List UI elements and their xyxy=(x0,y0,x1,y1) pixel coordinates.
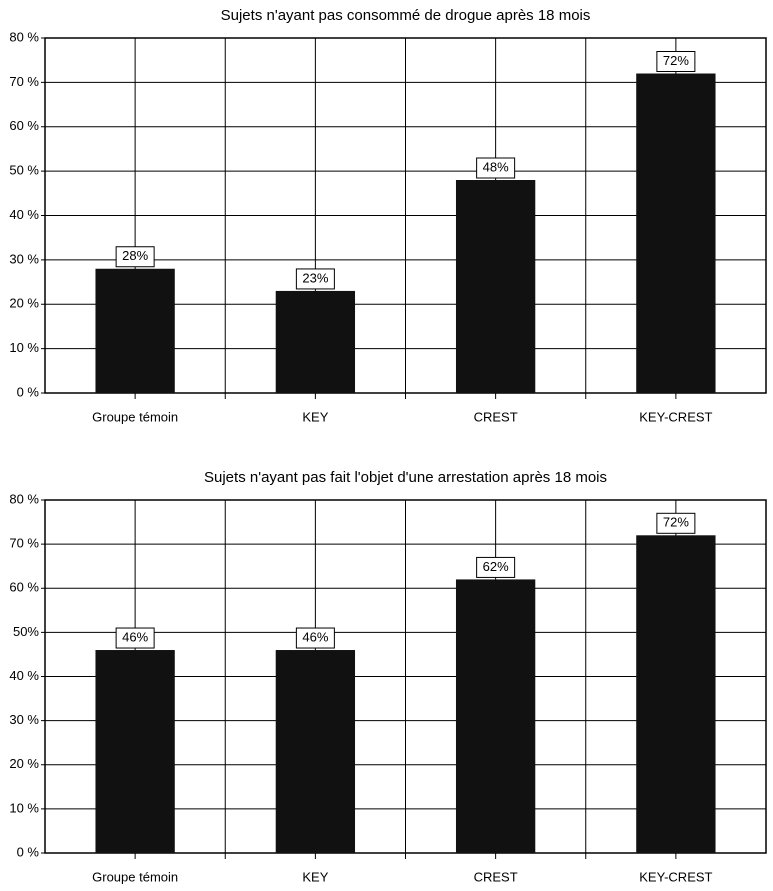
y-tick-label: 40 % xyxy=(9,207,39,222)
bar xyxy=(95,268,175,393)
bar xyxy=(636,535,716,853)
bar xyxy=(275,650,356,853)
bar xyxy=(455,579,536,853)
y-tick-label: 70 % xyxy=(9,536,39,551)
value-label-box xyxy=(656,512,696,534)
y-tick-label: 80 % xyxy=(9,29,39,44)
bar xyxy=(636,73,716,393)
value-label-box xyxy=(656,51,696,72)
y-tick-label: 10 % xyxy=(9,340,39,355)
value-label-box xyxy=(295,627,335,649)
value-label-box xyxy=(476,157,516,179)
value-label: 72% xyxy=(663,515,689,530)
y-tick-label: 30 % xyxy=(9,712,39,727)
plot-frame xyxy=(44,37,767,394)
value-label-box xyxy=(115,627,155,649)
value-label-box xyxy=(295,268,335,290)
x-tick-label: KEY xyxy=(302,869,328,884)
value-label: 48% xyxy=(483,159,509,174)
plot-frame xyxy=(44,499,767,854)
x-tick-label: CREST xyxy=(474,409,518,424)
y-tick-label: 0 % xyxy=(17,844,40,859)
chart-title: Sujets n'ayant pas consommé de drogue ap… xyxy=(221,7,591,24)
y-tick-label: 50 % xyxy=(9,163,39,178)
value-label-box xyxy=(115,246,155,268)
x-tick-label: KEY-CREST xyxy=(639,409,712,424)
y-tick-label: 80 % xyxy=(9,491,39,506)
bar xyxy=(275,290,356,393)
value-label: 46% xyxy=(122,629,148,644)
x-tick-label: KEY-CREST xyxy=(639,869,712,884)
bar xyxy=(95,650,175,853)
y-tick-label: 10 % xyxy=(9,800,39,815)
value-label: 62% xyxy=(483,559,509,574)
value-label-box xyxy=(476,556,516,578)
x-tick-label: CREST xyxy=(474,869,518,884)
y-tick-label: 40 % xyxy=(9,668,39,683)
y-tick-label: 20 % xyxy=(9,756,39,771)
y-tick-label: 20 % xyxy=(9,296,39,311)
y-tick-label: 60 % xyxy=(9,118,39,133)
value-label: 28% xyxy=(122,248,148,263)
y-tick-label: 50% xyxy=(13,624,39,639)
y-tick-label: 30 % xyxy=(9,251,39,266)
value-label: 23% xyxy=(302,270,328,285)
y-tick-label: 70 % xyxy=(9,74,39,89)
x-tick-label: Groupe témoin xyxy=(92,409,178,424)
bar xyxy=(455,180,536,393)
value-label: 72% xyxy=(663,53,689,68)
x-tick-label: Groupe témoin xyxy=(92,869,178,884)
chart-title: Sujets n'ayant pas fait l'objet d'une ar… xyxy=(204,469,607,486)
x-tick-label: KEY xyxy=(302,409,328,424)
value-label: 46% xyxy=(302,629,328,644)
y-tick-label: 0 % xyxy=(17,384,40,399)
y-tick-label: 60 % xyxy=(9,580,39,595)
